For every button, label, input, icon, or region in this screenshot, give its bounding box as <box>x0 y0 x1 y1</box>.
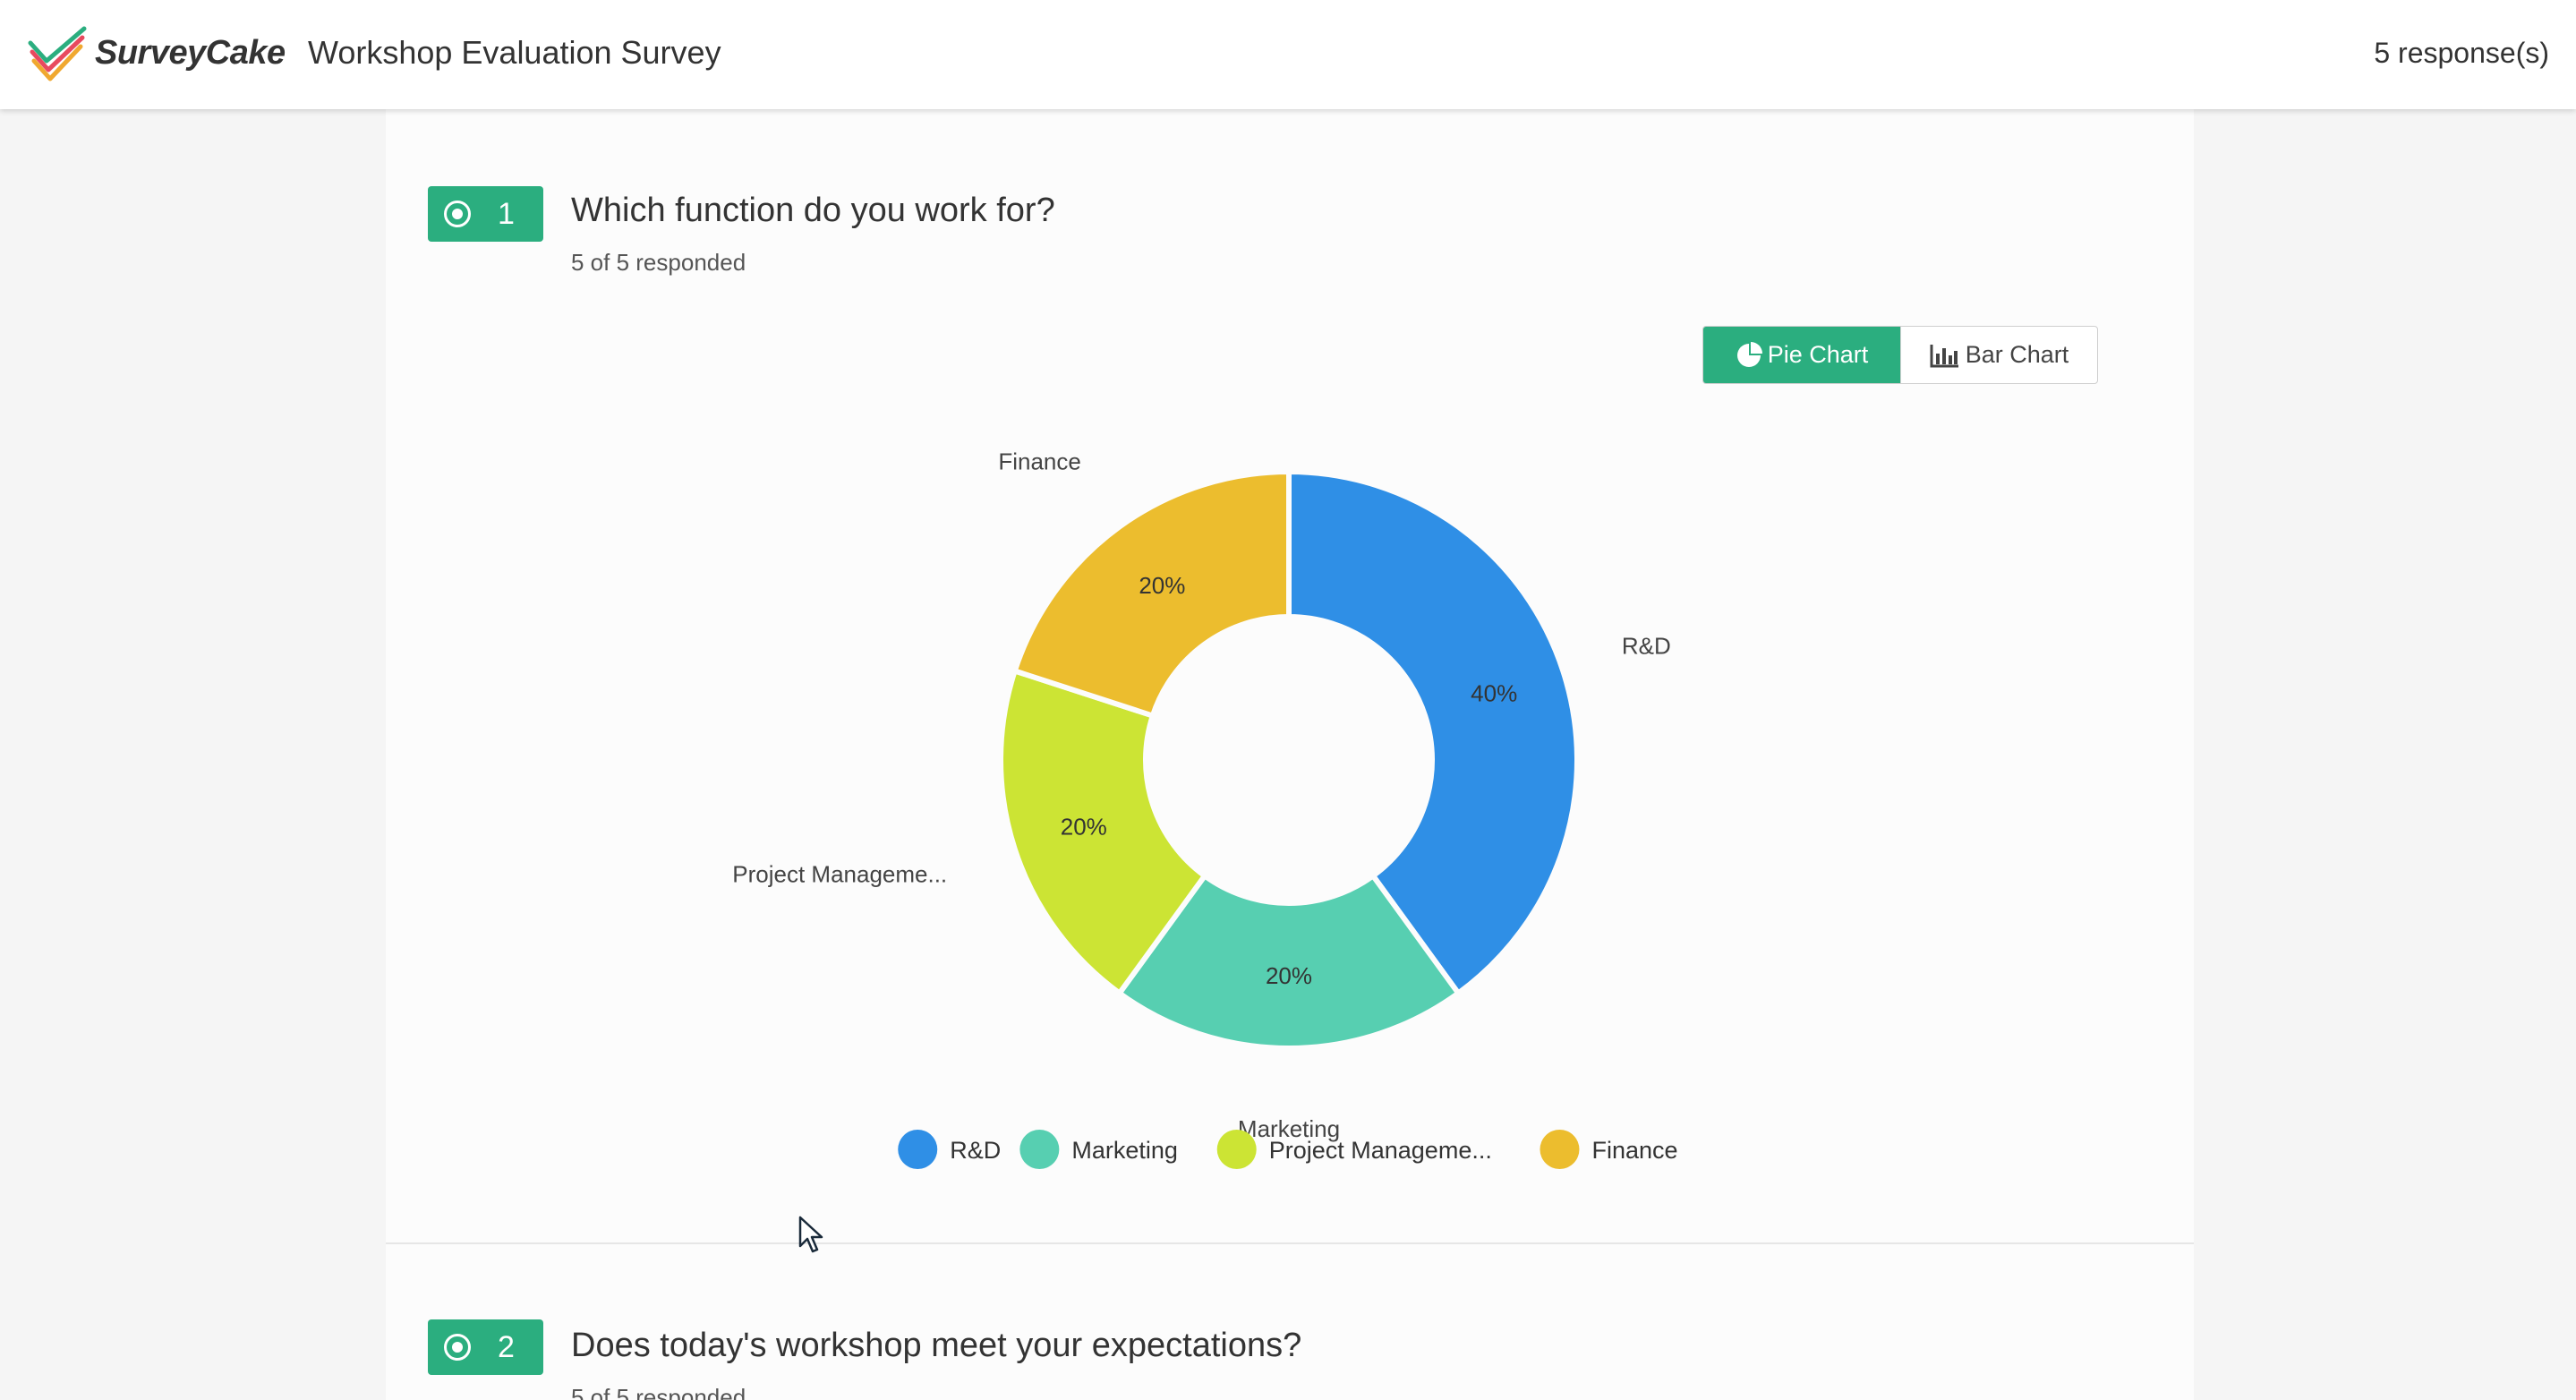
report-content: 1 Which function do you work for? 5 of 5… <box>386 109 2194 1400</box>
question-1-responded: 5 of 5 responded <box>571 249 746 276</box>
mouse-cursor-icon <box>798 1216 823 1253</box>
legend-label-finance[interactable]: Finance <box>1591 1137 1677 1164</box>
brand-name[interactable]: SurveyCake <box>95 34 286 72</box>
question-2-title: Does today's workshop meet your expectat… <box>571 1327 1302 1364</box>
question-2-badge: 2 <box>428 1319 543 1375</box>
legend-label-marketing[interactable]: Marketing <box>1071 1137 1178 1164</box>
slice-category-label: Finance <box>998 448 1081 475</box>
top-bar: SurveyCake Workshop Evaluation Survey 5 … <box>0 0 2576 109</box>
question-divider <box>386 1242 2194 1244</box>
radio-icon <box>444 201 471 227</box>
slice-value-label: 20% <box>1061 813 1107 840</box>
pie-chart-label: Pie Chart <box>1767 341 1869 368</box>
question-1-title: Which function do you work for? <box>571 192 1055 229</box>
slice-category-label: Marketing <box>1238 1115 1340 1142</box>
legend-label-r-d[interactable]: R&D <box>950 1137 1001 1164</box>
question-1-number: 1 <box>498 197 515 231</box>
surveycake-logo-icon[interactable] <box>27 25 90 82</box>
response-count: 5 response(s) <box>2374 37 2549 69</box>
bar-chart-label: Bar Chart <box>1965 341 2069 368</box>
pie-slice-project-manageme[interactable] <box>998 668 1207 996</box>
question-1-badge: 1 <box>428 186 543 242</box>
survey-title: Workshop Evaluation Survey <box>308 34 721 71</box>
pie-chart-icon <box>1736 341 1762 367</box>
slice-value-label: 20% <box>1139 572 1185 599</box>
slice-value-label: 20% <box>1266 962 1312 989</box>
legend-dot-project-manageme[interactable] <box>1216 1130 1257 1169</box>
question-2-number: 2 <box>498 1330 515 1364</box>
chart-type-toggle: Pie Chart Bar Chart <box>1702 326 2098 384</box>
question-1-donut-chart: 40% R&D 20% Marketing 20% Project Manageme...… <box>732 448 1678 1169</box>
legend-dot-r-d[interactable] <box>898 1130 938 1169</box>
pie-slice-r-d[interactable] <box>1286 469 1580 996</box>
pie-chart-button[interactable]: Pie Chart <box>1703 327 1900 383</box>
bar-chart-button[interactable]: Bar Chart <box>1900 327 2097 383</box>
legend-label-project-manageme[interactable]: Project Manageme... <box>1269 1137 1492 1164</box>
slice-value-label: 40% <box>1471 680 1517 707</box>
question-2-responded: 5 of 5 responded <box>571 1384 746 1400</box>
bar-chart-icon <box>1930 344 1958 367</box>
radio-icon <box>444 1334 471 1361</box>
pie-slice-finance[interactable] <box>1011 469 1292 719</box>
legend-dot-finance[interactable] <box>1540 1130 1580 1169</box>
legend-dot-marketing[interactable] <box>1019 1130 1060 1169</box>
pie-slice-marketing[interactable] <box>1116 873 1462 1051</box>
slice-category-label: R&D <box>1622 633 1671 660</box>
slice-category-label: Project Manageme... <box>732 860 947 887</box>
